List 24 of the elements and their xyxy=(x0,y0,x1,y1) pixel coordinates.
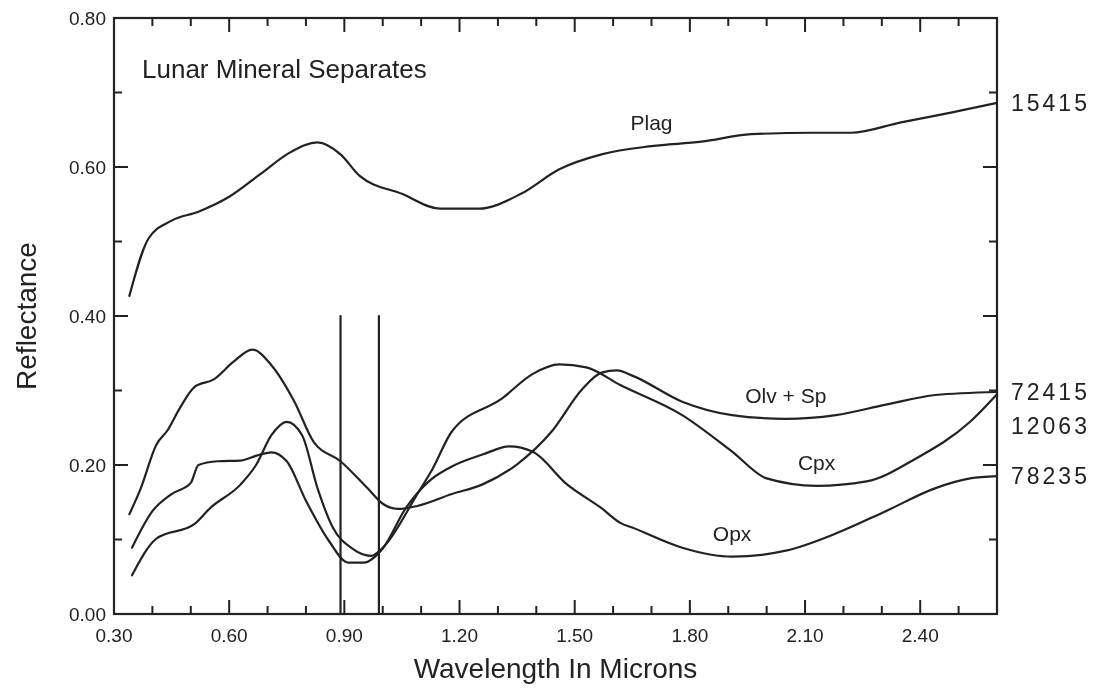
series-label: Opx xyxy=(712,521,752,545)
text: Lunar Mineral Separates xyxy=(142,54,427,84)
x-tick-label: 0.30 xyxy=(95,625,133,646)
series-label: Cpx xyxy=(797,450,836,474)
y-axis-title: Reflectance xyxy=(11,242,42,390)
y-tick-label: 0.60 xyxy=(69,156,106,178)
x-tick-label: 1.20 xyxy=(441,625,479,646)
x-tick-label: 0.60 xyxy=(210,625,248,646)
x-axis-title: Wavelength In Microns xyxy=(413,653,698,684)
x-tick-label: 1.50 xyxy=(556,625,594,646)
y-tick-label: 0.40 xyxy=(69,305,106,327)
y-tick-label: 0.20 xyxy=(69,454,106,476)
x-tick-label: 0.90 xyxy=(325,625,363,646)
series-label: Plag xyxy=(630,111,673,135)
text: 72415 xyxy=(1011,379,1090,406)
x-tick-label: 2.40 xyxy=(901,625,939,646)
x-tick-label: 2.10 xyxy=(786,625,824,646)
text: 12063 xyxy=(1011,413,1090,440)
text: 78235 xyxy=(1011,463,1090,490)
x-tick-label: 1.80 xyxy=(671,625,709,646)
series-label: Olv + Sp xyxy=(745,383,827,407)
y-tick-label: 0.80 xyxy=(69,7,106,29)
text: 15415 xyxy=(1011,89,1090,116)
y-tick-label: 0.00 xyxy=(69,603,106,625)
